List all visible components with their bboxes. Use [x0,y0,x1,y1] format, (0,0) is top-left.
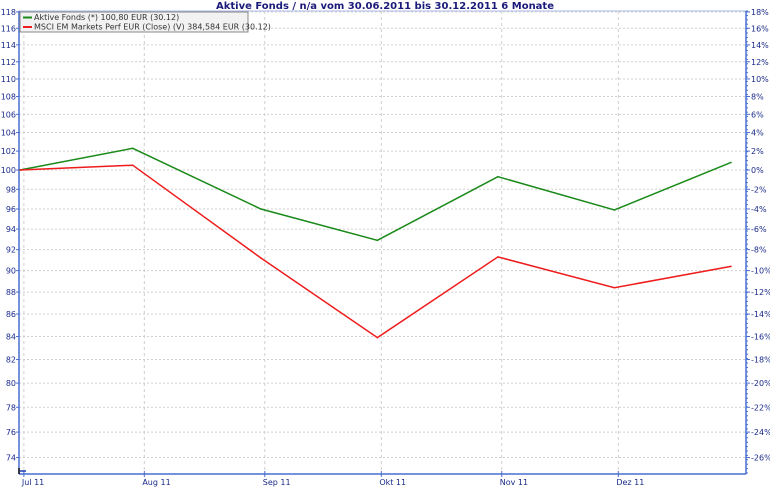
x-tick-label: Dez 11 [616,478,644,487]
y-tick-label-right: 18% [751,8,769,17]
y-tick-label-left: 90 [6,267,16,276]
y-tick-label-left: 98 [6,185,16,194]
x-tick-label: Sep 11 [263,478,291,487]
x-tick-label: Nov 11 [500,478,528,487]
y-tick-label-left: 108 [1,93,16,102]
y-tick-label-left: 88 [6,288,16,297]
y-tick-label-left: 114 [1,41,16,50]
data-point [497,175,499,178]
y-tick-label-left: 86 [6,310,16,319]
data-point [260,208,262,210]
y-tick-label-right: -8% [751,246,767,255]
y-tick-label-right: 16% [751,24,769,33]
y-tick-label-left: 102 [1,147,16,156]
y-tick-label-left: 104 [1,129,16,138]
y-tick-label-right: 0% [751,166,764,175]
data-point [376,336,379,339]
data-point [131,147,134,150]
y-tick-label-right: 12% [751,58,769,67]
y-tick-label-left: 110 [1,75,16,84]
y-tick-label-right: -26% [751,454,770,463]
y-tick-label-left: 84 [6,333,16,342]
y-tick-label-left: 106 [1,110,16,119]
axes: 118 18% 116 16% 114 14% 112 12% 110 10% 108 8% 106 6%… [1,8,770,487]
x-tick-label: Jul 11 [21,478,44,487]
y-tick-label-left: 74 [6,454,16,463]
data-point [131,164,134,167]
data-point [613,286,616,289]
data-point [730,161,732,164]
y-tick-label-left: 100 [1,166,16,175]
y-tick-label-left: 94 [6,225,16,234]
grid [18,10,747,475]
y-tick-label-left: 112 [1,58,16,67]
x-tick-label: Okt 11 [379,478,406,487]
legend-label-aktive-fonds: Aktive Fonds (*) 100,80 EUR (30.12) [34,13,179,22]
y-tick-label-right: 14% [751,41,769,50]
y-tick-label-right: -18% [751,356,770,365]
series-lines [19,147,732,339]
y-tick-label-left: 78 [6,403,16,412]
y-tick-label-right: -20% [751,379,770,388]
y-tick-label-right: -2% [751,185,767,194]
data-point [730,265,732,268]
y-tick-label-right: -10% [751,267,770,276]
plot-area [18,10,747,475]
y-tick-label-right: -4% [751,205,767,214]
data-point [376,239,379,242]
data-point [19,169,21,171]
y-tick-label-right: 2% [751,147,764,156]
y-tick-label-left: 92 [6,246,16,255]
legend-box [19,11,249,33]
y-tick-label-left: 118 [1,8,16,17]
y-tick-label-right: -22% [751,403,770,412]
y-tick-label-right: -16% [751,333,770,342]
y-tick-label-right: 8% [751,93,764,102]
legend: Aktive Fonds (*) 100,80 EUR (30.12) MSCI… [19,11,271,33]
y-tick-label-right: -24% [751,428,770,437]
data-point [497,256,499,258]
y-tick-label-left: 76 [6,428,16,437]
data-point [260,257,262,259]
y-tick-label-right: -14% [751,310,770,319]
y-tick-label-left: 82 [6,356,16,365]
y-tick-label-left: 80 [6,379,16,388]
y-tick-label-left: 96 [6,205,16,214]
y-tick-label-right: 4% [751,129,764,138]
y-tick-label-left: 116 [1,24,16,33]
data-point [613,209,616,211]
y-tick-label-right: -6% [751,225,767,234]
y-tick-label-right: 10% [751,75,769,84]
legend-label-msci-em: MSCI EM Markets Perf EUR (Close) (V) 384… [34,23,271,32]
y-tick-label-right: -12% [751,288,770,297]
x-tick-label: Aug 11 [142,478,170,487]
y-tick-label-right: 6% [751,110,764,119]
chart-title: Aktive Fonds / n/a vom 30.06.2011 bis 30… [216,1,554,12]
